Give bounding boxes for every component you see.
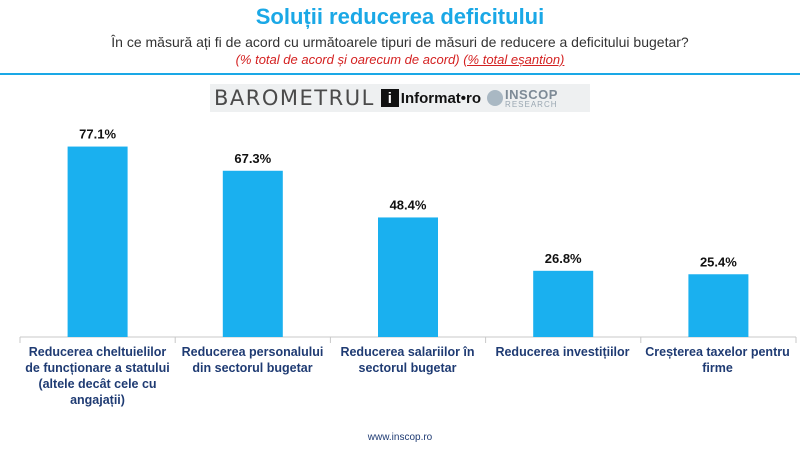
informat-logo: i Informat•ro (380, 89, 482, 107)
category-label: Reducerea investițiilor (495, 345, 630, 359)
category-label: Reducerea salariilor în sectorul bugetar (340, 345, 475, 375)
bar-value-label: 48.4% (390, 197, 427, 212)
footer-url: www.inscop.ro (367, 432, 433, 443)
chart-note: (% total de acord și oarecum de acord) (… (0, 52, 800, 67)
header-divider (0, 73, 800, 75)
bar (222, 170, 283, 337)
chart-subtitle: În ce măsură ați fi de acord cu următoar… (111, 34, 689, 50)
bar (378, 217, 438, 337)
logo-band: BAROMETRUL i Informat•ro INSCOP RESEARCH (210, 84, 590, 112)
category-labels: Reducerea cheltuielilor de funcționare a… (20, 344, 796, 408)
informat-logo-text: Informat•ro (400, 89, 482, 107)
note-main: (% total de acord și oarecum de acord) (235, 52, 460, 67)
bar (533, 270, 594, 337)
inscop-logo-name: INSCOP (505, 86, 558, 102)
bar-value-label: 25.4% (700, 254, 737, 269)
inscop-logo: INSCOP RESEARCH (487, 88, 558, 109)
bar-value-label: 26.8% (545, 251, 582, 266)
category-label: Creșterea taxelor pentru firme (645, 345, 790, 375)
category-label: Reducerea cheltuielilor de funcționare a… (25, 345, 170, 407)
bar-value-label: 67.3% (234, 151, 271, 166)
note-secondary: (% total eșantion) (463, 52, 565, 67)
barometrul-logo: BAROMETRUL (214, 86, 375, 110)
informat-icon: i (380, 89, 399, 107)
bar (67, 146, 128, 337)
inscop-logo-sub: RESEARCH (505, 99, 558, 109)
chart-title: Soluții reducerea deficitului (255, 4, 545, 29)
category-label: Reducerea personalului din sectorul buge… (181, 345, 324, 375)
inscop-mark-icon (487, 90, 504, 106)
bar (688, 274, 749, 337)
bar-value-label: 77.1% (79, 127, 116, 142)
